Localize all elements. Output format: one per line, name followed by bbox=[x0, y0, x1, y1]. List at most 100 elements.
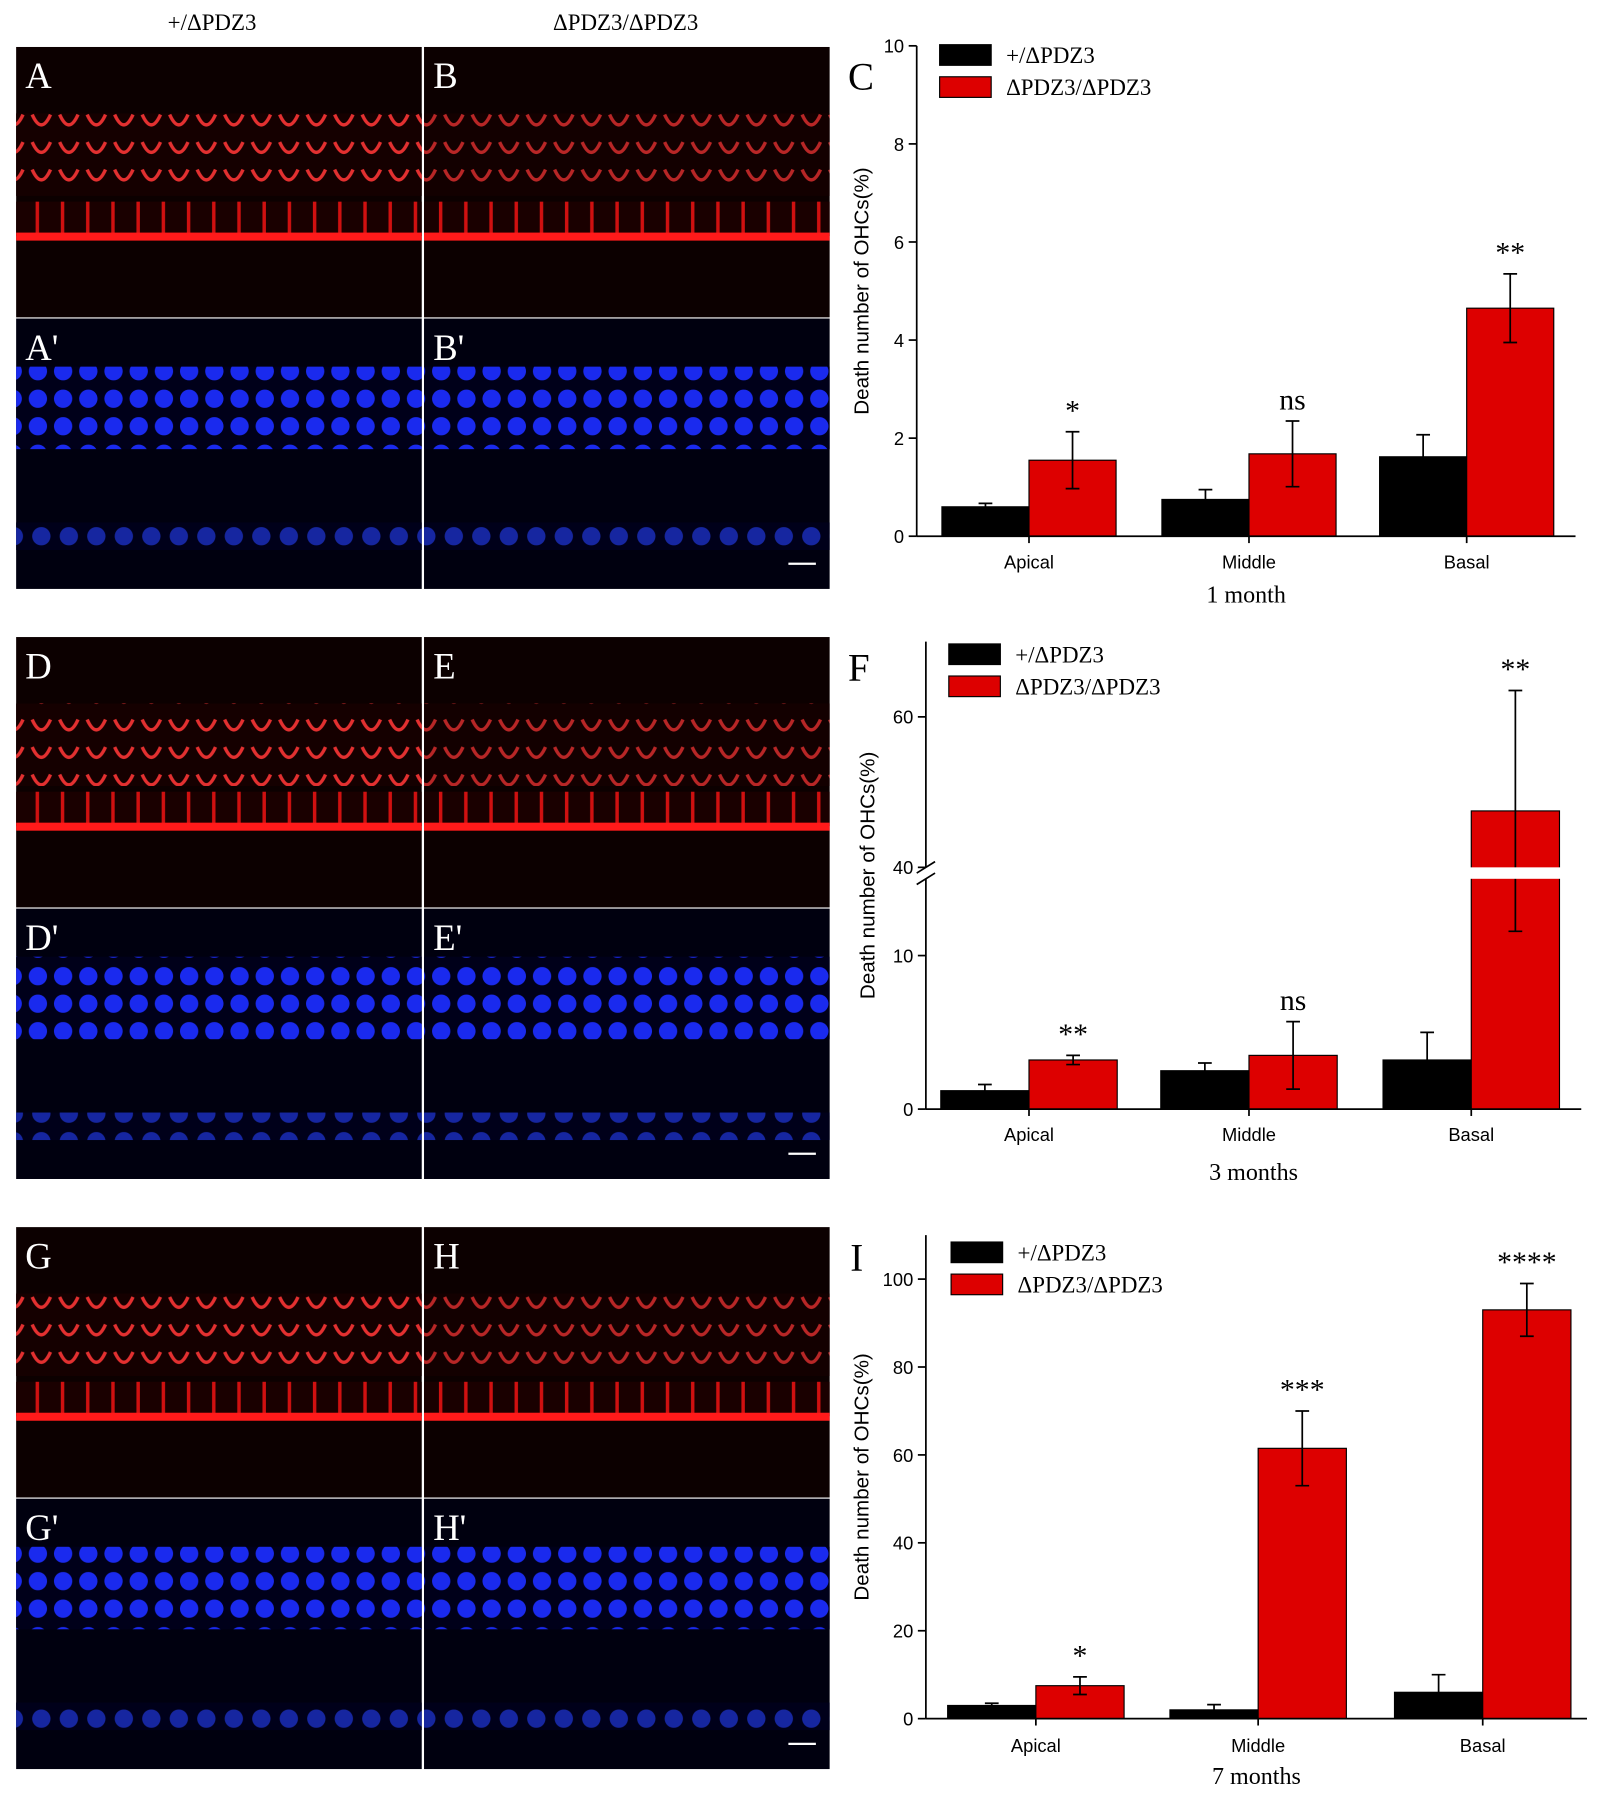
x-tick-label: Basal bbox=[1448, 1124, 1494, 1145]
panel-label: E bbox=[433, 645, 455, 686]
annotation: ** bbox=[1058, 1018, 1088, 1051]
panel-label: E' bbox=[433, 917, 462, 958]
y-tick-label: 60 bbox=[893, 707, 913, 728]
hair-cells bbox=[16, 113, 422, 196]
y-tick-label: 8 bbox=[894, 134, 904, 155]
panel-label: D' bbox=[25, 917, 58, 958]
pillar-cells bbox=[424, 791, 830, 827]
x-tick-label: Apical bbox=[1004, 1124, 1054, 1145]
band bbox=[424, 822, 830, 831]
error-bar bbox=[1198, 488, 1213, 511]
error-bar bbox=[984, 1702, 999, 1709]
panel-label: B bbox=[433, 55, 457, 96]
x-tick-label: Basal bbox=[1444, 551, 1490, 572]
pillar-cells bbox=[16, 1381, 422, 1417]
column-header: +/ΔPDZ3 bbox=[168, 10, 257, 35]
nuclei bbox=[424, 522, 830, 550]
annotation: * bbox=[1065, 394, 1080, 427]
bar bbox=[1466, 307, 1555, 537]
y-tick-label: 0 bbox=[903, 1099, 913, 1120]
nuclei bbox=[424, 366, 830, 450]
x-axis-label: 1 month bbox=[1206, 583, 1286, 609]
panel-label: H' bbox=[433, 1507, 466, 1548]
error-bar bbox=[1431, 1673, 1446, 1711]
error-bar bbox=[1207, 1703, 1221, 1716]
axis-break-gap bbox=[927, 867, 1583, 879]
error-bar bbox=[1519, 1282, 1534, 1338]
legend-label: ΔPDZ3/ΔPDZ3 bbox=[1015, 674, 1160, 699]
y-axis-label: Death number of OHCs(%) bbox=[851, 1353, 874, 1600]
pillar-cells bbox=[16, 791, 422, 827]
panel-label: A' bbox=[25, 327, 58, 368]
legend-swatch bbox=[948, 675, 1001, 698]
x-tick-label: Middle bbox=[1231, 1735, 1285, 1756]
hair-cells bbox=[16, 703, 422, 786]
annotation: *** bbox=[1280, 1374, 1325, 1407]
y-tick-label: 10 bbox=[884, 36, 904, 57]
bar bbox=[1035, 1685, 1125, 1720]
nuclei bbox=[424, 1546, 830, 1630]
panel-label: I bbox=[850, 1237, 863, 1280]
pillar-cells bbox=[424, 1381, 830, 1417]
annotation: ** bbox=[1500, 653, 1530, 686]
band bbox=[424, 1412, 830, 1421]
annotation: ns bbox=[1279, 384, 1305, 417]
y-tick-label: 4 bbox=[894, 330, 904, 351]
y-tick-label: 20 bbox=[893, 1621, 913, 1642]
y-tick-label: 6 bbox=[894, 232, 904, 253]
error-bar bbox=[1285, 420, 1300, 488]
error-bar bbox=[978, 502, 993, 512]
y-tick-label: 0 bbox=[903, 1709, 913, 1730]
error-bar bbox=[1416, 433, 1431, 480]
legend-label: +/ΔPDZ3 bbox=[1018, 1240, 1107, 1265]
nuclei bbox=[16, 956, 422, 1040]
bar bbox=[1028, 459, 1117, 537]
legend-label: ΔPDZ3/ΔPDZ3 bbox=[1018, 1272, 1163, 1297]
nuclei bbox=[424, 956, 830, 1040]
legend-swatch bbox=[950, 1273, 1004, 1296]
nuclei bbox=[424, 1112, 830, 1141]
legend-label: ΔPDZ3/ΔPDZ3 bbox=[1006, 75, 1151, 100]
error-bar bbox=[1066, 1054, 1080, 1066]
panel-label: C bbox=[848, 55, 874, 98]
y-axis-label: Death number of OHCs(%) bbox=[856, 752, 879, 999]
x-axis-label: 3 months bbox=[1209, 1160, 1298, 1186]
band bbox=[16, 1412, 422, 1421]
panel-label: G' bbox=[25, 1507, 58, 1548]
error-bar bbox=[1295, 1410, 1310, 1487]
error-bar bbox=[1065, 430, 1080, 490]
panel-label: H bbox=[433, 1235, 459, 1276]
y-tick-label: 40 bbox=[893, 857, 913, 878]
y-tick-label: 80 bbox=[893, 1357, 913, 1378]
bar bbox=[941, 506, 1030, 537]
error-bar bbox=[1286, 1020, 1300, 1091]
legend-swatch bbox=[948, 643, 1001, 666]
panel-label: D bbox=[25, 645, 51, 686]
y-tick-label: 60 bbox=[893, 1445, 913, 1466]
panel-label: A bbox=[25, 55, 52, 96]
y-axis-label: Death number of OHCs(%) bbox=[851, 167, 874, 414]
y-tick-label: 2 bbox=[894, 428, 904, 449]
nuclei bbox=[16, 1702, 422, 1731]
error-bar bbox=[1503, 273, 1518, 344]
column-header: ΔPDZ3/ΔPDZ3 bbox=[553, 10, 698, 35]
pillar-cells bbox=[16, 201, 422, 237]
panel-label: G bbox=[25, 1235, 51, 1276]
error-bar bbox=[1197, 1062, 1212, 1080]
panel-label: B' bbox=[433, 327, 464, 368]
hair-cells bbox=[424, 1293, 830, 1377]
y-tick-label: 100 bbox=[883, 1269, 914, 1290]
error-bar bbox=[1420, 1031, 1435, 1089]
error-bar bbox=[1508, 689, 1523, 933]
nuclei bbox=[16, 1546, 422, 1630]
band bbox=[16, 822, 422, 831]
y-tick-label: 0 bbox=[894, 526, 904, 547]
x-tick-label: Middle bbox=[1222, 551, 1276, 572]
nuclei bbox=[424, 1702, 830, 1731]
x-axis-label: 7 months bbox=[1212, 1764, 1301, 1790]
legend-label: +/ΔPDZ3 bbox=[1006, 43, 1095, 68]
x-tick-label: Apical bbox=[1011, 1735, 1061, 1756]
x-tick-label: Middle bbox=[1222, 1124, 1276, 1145]
bar bbox=[1482, 1309, 1572, 1720]
